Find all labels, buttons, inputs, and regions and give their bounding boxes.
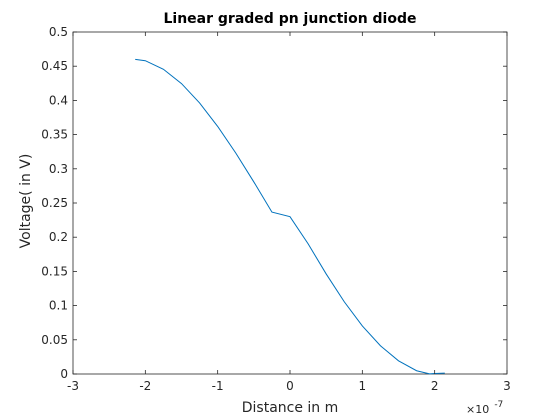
series-line: [135, 58, 445, 375]
x-multiplier-exponent: -7: [494, 400, 503, 410]
y-tick-label: 0.35: [41, 128, 68, 142]
x-tick-label: 1: [359, 379, 367, 393]
y-axis-ticks: 0 0.05 0.1 0.15 0.2 0.25 0.3 0.35 0.4 0.45 0.5: [41, 25, 507, 381]
x-tick-label: 2: [431, 379, 439, 393]
y-axis-label: Voltage( in V): [18, 154, 34, 249]
x-tick-label: -3: [67, 379, 79, 393]
y-tick-label: 0.2: [49, 230, 68, 244]
y-tick-label: 0.1: [49, 299, 68, 313]
y-tick-label: 0.5: [49, 25, 68, 39]
x-tick-label: -2: [139, 379, 151, 393]
y-tick-label: 0.45: [41, 59, 68, 73]
x-axis-multiplier: ×10 -7: [466, 398, 503, 417]
x-tick-label: 3: [503, 379, 511, 393]
plot-area: [72, 31, 508, 375]
x-tick-label: -1: [212, 379, 224, 393]
y-tick-label: 0.25: [41, 196, 68, 210]
y-tick-label: 0: [60, 367, 68, 381]
series-layer: [135, 58, 445, 375]
chart-title: Linear graded pn junction diode: [164, 11, 417, 27]
y-tick-label: 0.05: [41, 333, 68, 347]
plot-box: [72, 31, 508, 375]
y-tick-label: 0.3: [49, 162, 68, 176]
y-tick-label: 0.15: [41, 264, 68, 278]
x-axis-ticks: -3 -2 -1 0 1 2 3: [67, 32, 511, 393]
x-multiplier-base: ×10: [466, 403, 489, 416]
x-tick-label: 0: [286, 379, 294, 393]
x-axis-label: Distance in m: [242, 400, 339, 416]
y-tick-label: 0.4: [49, 93, 68, 107]
